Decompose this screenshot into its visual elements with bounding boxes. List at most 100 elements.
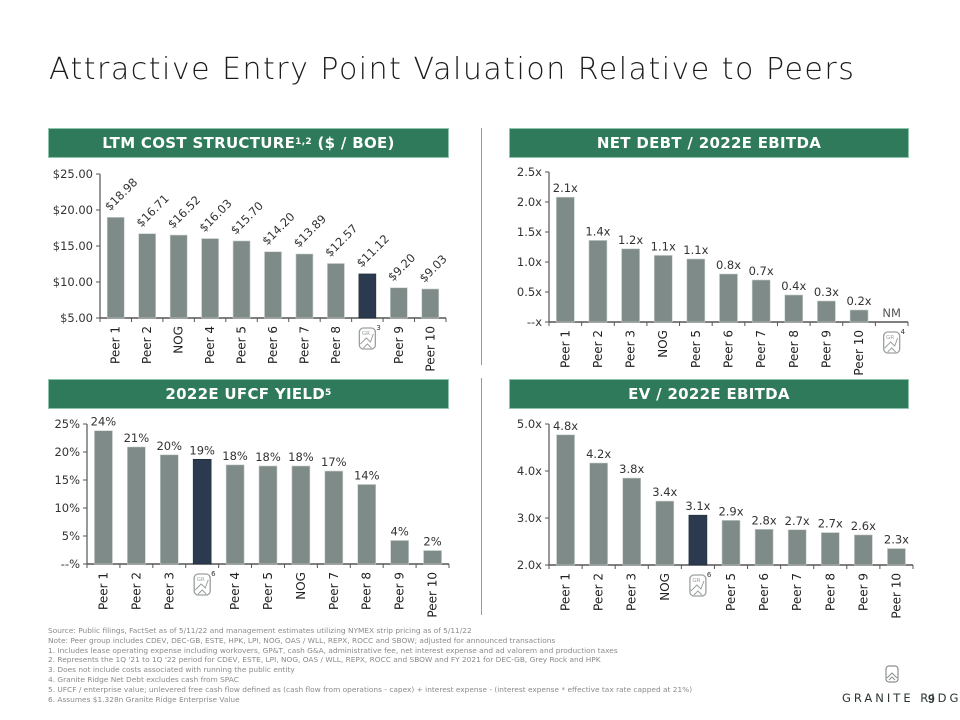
bar [751, 279, 771, 323]
x-category-label: Peer 1 [109, 326, 123, 364]
x-category-label: Peer 4 [228, 572, 242, 610]
x-category-label: Peer 8 [823, 573, 837, 611]
footnote-6: 6. Assumes $1.328n Granite Ridge Enterpr… [48, 694, 240, 704]
y-tick-label: 5% [62, 529, 80, 543]
data-label: 3.1x [685, 499, 710, 513]
footnote-1: 1. Includes lease operating expense incl… [48, 645, 618, 655]
net-debt-chart: --x 0.5x 1.0x 1.5x 2.0x 2.5x 2.1x Peer 1 1.4x Pee… [517, 165, 909, 376]
bar [258, 465, 278, 565]
data-label: 1.2x [618, 233, 643, 247]
gr-logo-icon: GR 6 [689, 571, 712, 597]
x-category-label: Peer 3 [624, 330, 638, 368]
footnote-5: 5. UFCF / enterprise value; unlevered fr… [48, 684, 693, 694]
y-tick-label: --x [527, 315, 542, 329]
y-tick-label: 20% [54, 445, 80, 459]
data-label: 2% [423, 535, 441, 549]
data-label: $16.71 [133, 191, 171, 229]
bar [721, 520, 741, 566]
y-tick-label: $10.00 [53, 275, 93, 289]
y-tick-label: $15.00 [53, 239, 93, 253]
data-label: 1.1x [651, 239, 676, 253]
x-category-label: NOG [658, 573, 672, 601]
y-tick-label: 2.0x [517, 558, 542, 572]
bar [588, 240, 608, 323]
x-category-label: Peer 7 [754, 330, 768, 368]
y-tick-label: --% [61, 557, 80, 571]
y-tick-label: 1.0x [517, 255, 542, 269]
gr-logo-mountain [363, 343, 372, 349]
x-category-label: Peer 9 [856, 573, 870, 611]
gr-logo-mountain [887, 347, 897, 353]
y-tick-label: 0.5x [517, 285, 542, 299]
footnote-3: 3. Does not include costs associated wit… [48, 665, 295, 675]
data-label: 4.2x [586, 447, 611, 461]
bar [138, 233, 156, 319]
data-label: 18% [255, 450, 281, 464]
bar [556, 196, 575, 323]
panel-divider-bottom [481, 378, 482, 615]
x-category-label: Peer 4 [203, 326, 217, 364]
x-category-label: Peer 10 [889, 573, 903, 619]
x-category-label: Peer 10 [852, 330, 866, 376]
bar [106, 217, 125, 319]
x-category-label: Peer 7 [790, 573, 804, 611]
page-number: 9 [928, 692, 935, 706]
x-category-label: Peer 8 [329, 326, 343, 364]
cost-header-text: LTM COST STRUCTURE [102, 134, 296, 152]
bar [291, 465, 311, 565]
y-tick-label: 2.5x [517, 165, 542, 179]
net-debt-header-text: NET DEBT / 2022E EBITDA [596, 134, 822, 152]
x-category-label: Peer 5 [235, 326, 249, 364]
x-category-label: Peer 7 [327, 572, 341, 610]
bar [622, 477, 642, 566]
data-label: $13.89 [291, 212, 329, 250]
x-category-label: Peer 6 [722, 330, 736, 368]
data-label: $18.98 [102, 175, 140, 213]
bar [817, 300, 836, 323]
data-label: 3.4x [652, 485, 677, 499]
data-label: 3.8x [619, 462, 644, 476]
data-label: 24% [91, 415, 117, 429]
footnotes: Source: Public filings, FactSet as of 5/… [48, 626, 692, 704]
data-label: 0.8x [716, 258, 741, 272]
bar [655, 500, 675, 566]
ev-header-text: EV / 2022E EBITDA [628, 385, 790, 403]
ufcf-yield-header: 2022E UFCF YIELD 5 [48, 379, 449, 409]
cost-header-suffix: ($ / BOE) [311, 134, 395, 152]
x-category-label: NOG [294, 572, 308, 600]
y-tick-label: 3.0x [517, 511, 542, 525]
bar [201, 238, 219, 319]
bar [820, 532, 840, 566]
x-category-label: Peer 9 [393, 572, 407, 610]
bar [159, 454, 179, 565]
x-category-label: Peer 5 [689, 330, 703, 368]
data-label: 2.7x [818, 517, 843, 531]
x-category-label: Peer 2 [591, 330, 605, 368]
gr-logo-icon: GR 3 [358, 324, 381, 350]
ufcf-yield-chart: --% 5% 10% 15% 20% 25% 24% Peer 1 21% Peer 2 20% Pe… [54, 415, 450, 618]
bar [686, 258, 706, 323]
gr-logo-text: GR [197, 577, 205, 583]
x-category-label: Peer 5 [261, 572, 275, 610]
bar [556, 434, 575, 566]
gr-logo-text: GR [362, 331, 370, 337]
y-tick-label: 25% [54, 417, 80, 431]
footnote-2: 2. Represents the 1Q '21 to 1Q '22 perio… [48, 655, 601, 665]
bar [232, 240, 251, 319]
footnote-4: 4. Granite Ridge Net Debt excludes cash … [48, 674, 239, 684]
x-category-label: NOG [172, 326, 186, 354]
x-category-label: Peer 2 [129, 572, 143, 610]
data-label: 21% [124, 431, 150, 445]
x-category-label: Peer 3 [625, 573, 639, 611]
x-category-label: Peer 7 [297, 326, 311, 364]
page-title: Attractive Entry Point Valuation Relativ… [49, 52, 856, 87]
y-tick-label: 10% [54, 501, 80, 515]
data-label: $12.57 [322, 221, 360, 259]
x-category-label: Peer 1 [96, 572, 110, 610]
y-tick-label: 4.0x [517, 464, 542, 478]
bar [421, 288, 440, 319]
bar [854, 534, 873, 566]
data-label: $11.12 [354, 232, 392, 270]
data-label: 1.1x [683, 243, 708, 257]
bar [357, 484, 377, 565]
